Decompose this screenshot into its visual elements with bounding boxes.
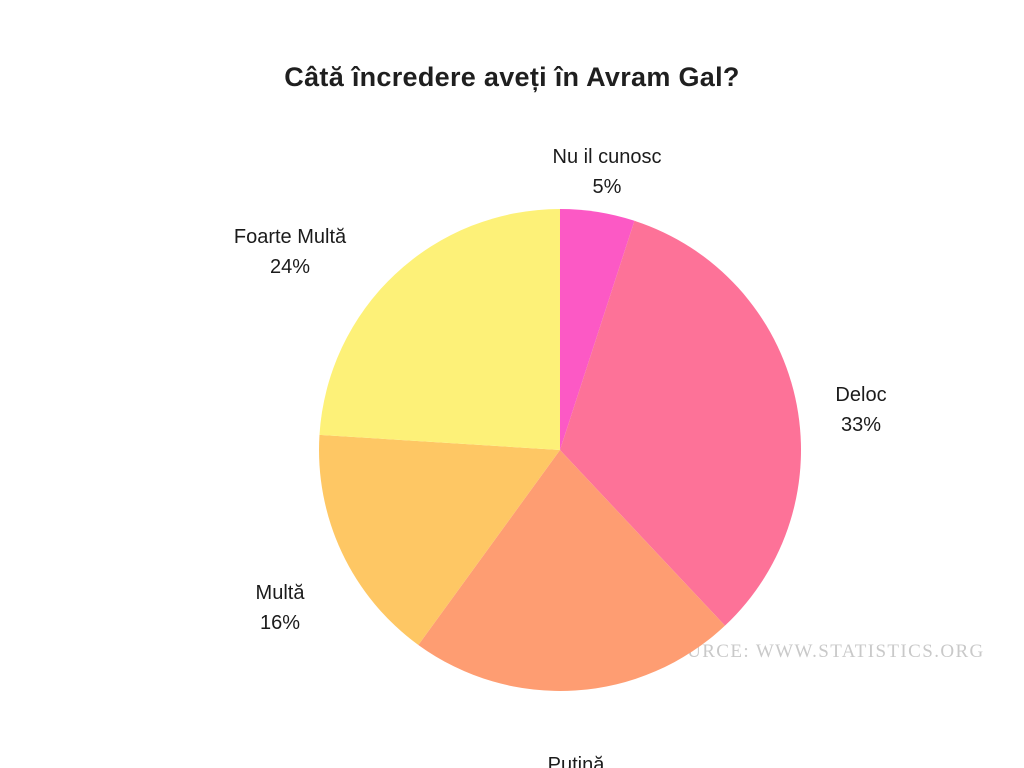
pie-slice-2	[418, 450, 725, 692]
pie-slice-4	[319, 209, 560, 450]
chart-title: Câtă încredere aveți în Avram Gal?	[284, 62, 740, 92]
source-watermark: SOURCE: WWW.STATISTICS.ORG	[660, 641, 985, 662]
pie-slice-0	[560, 209, 635, 450]
pie-slice-3	[319, 434, 560, 645]
pie-slice-1	[560, 220, 801, 626]
